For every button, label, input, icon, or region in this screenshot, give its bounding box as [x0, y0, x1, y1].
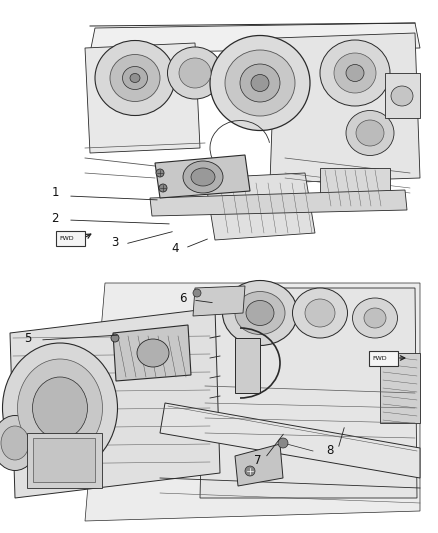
Text: FWD: FWD: [373, 356, 387, 360]
Ellipse shape: [137, 339, 169, 367]
Ellipse shape: [225, 50, 295, 116]
Ellipse shape: [167, 47, 223, 99]
Ellipse shape: [95, 41, 175, 116]
Ellipse shape: [353, 298, 398, 338]
Text: 1: 1: [51, 187, 59, 199]
Ellipse shape: [364, 308, 386, 328]
Polygon shape: [10, 308, 220, 498]
Ellipse shape: [320, 40, 390, 106]
Ellipse shape: [305, 299, 335, 327]
Ellipse shape: [346, 110, 394, 156]
Circle shape: [111, 334, 119, 342]
Circle shape: [245, 466, 255, 476]
Ellipse shape: [240, 64, 280, 102]
Ellipse shape: [251, 75, 269, 92]
Text: 4: 4: [171, 241, 179, 254]
Ellipse shape: [235, 292, 285, 335]
Ellipse shape: [191, 168, 215, 186]
Ellipse shape: [391, 86, 413, 106]
Ellipse shape: [183, 161, 223, 193]
Circle shape: [159, 184, 167, 192]
Polygon shape: [85, 283, 420, 521]
FancyBboxPatch shape: [56, 230, 85, 246]
Bar: [380, 353, 420, 423]
Bar: [33, 438, 95, 482]
Ellipse shape: [0, 416, 38, 471]
Circle shape: [193, 289, 201, 297]
Polygon shape: [90, 23, 420, 53]
Ellipse shape: [123, 67, 148, 90]
Ellipse shape: [130, 74, 140, 83]
Text: 8: 8: [326, 443, 334, 456]
Ellipse shape: [334, 53, 376, 93]
Circle shape: [156, 169, 164, 177]
Ellipse shape: [32, 377, 88, 439]
Ellipse shape: [3, 343, 117, 473]
Bar: [235, 338, 260, 393]
Ellipse shape: [210, 36, 310, 131]
Polygon shape: [155, 155, 250, 198]
Polygon shape: [160, 403, 420, 478]
Polygon shape: [270, 33, 420, 183]
Ellipse shape: [179, 58, 211, 88]
Text: 6: 6: [179, 292, 187, 304]
Ellipse shape: [18, 359, 102, 457]
Polygon shape: [113, 325, 191, 381]
Polygon shape: [85, 43, 200, 153]
Text: FWD: FWD: [60, 236, 74, 240]
Bar: [320, 168, 390, 208]
Polygon shape: [193, 286, 245, 316]
Ellipse shape: [110, 54, 160, 101]
Ellipse shape: [293, 288, 347, 338]
Text: 5: 5: [25, 332, 32, 344]
Text: 2: 2: [51, 212, 59, 224]
Ellipse shape: [346, 64, 364, 82]
Bar: [385, 73, 420, 118]
Text: 7: 7: [254, 454, 262, 466]
Ellipse shape: [356, 120, 384, 146]
Bar: [27, 433, 102, 488]
Ellipse shape: [246, 301, 274, 326]
Ellipse shape: [223, 280, 297, 345]
Polygon shape: [205, 173, 315, 240]
FancyBboxPatch shape: [368, 351, 398, 366]
Polygon shape: [200, 288, 417, 498]
Circle shape: [278, 438, 288, 448]
Text: 3: 3: [111, 237, 119, 249]
Polygon shape: [150, 190, 407, 216]
Ellipse shape: [1, 426, 29, 460]
Polygon shape: [235, 444, 283, 486]
